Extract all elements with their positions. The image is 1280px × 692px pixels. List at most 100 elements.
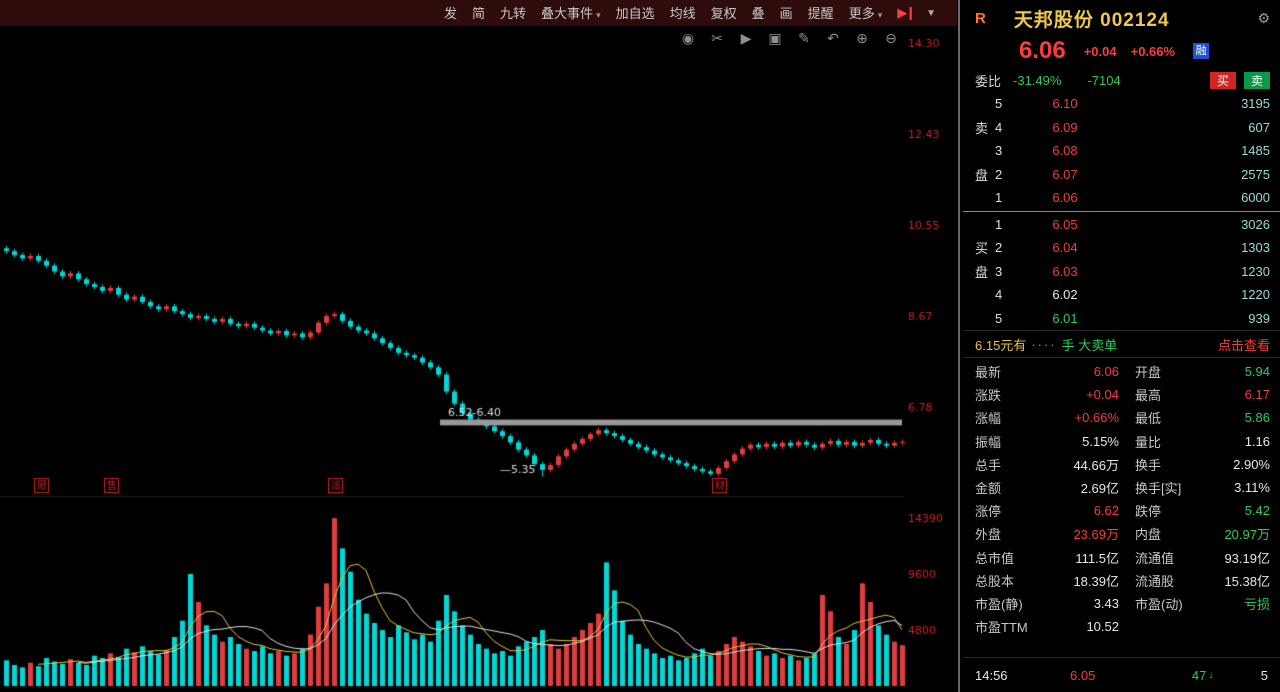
orderbook-price: 6.06 [1052,190,1078,206]
undo-icon[interactable]: ↶ [827,30,839,46]
tick-direction-icon: ↓ [1208,669,1214,681]
stat-value: 3.11% [1234,480,1270,496]
stat-value: 5.42 [1244,503,1270,519]
kline-chart[interactable] [0,26,960,692]
orderbook-side-label: 卖 [975,120,989,136]
toolbar-menu-item[interactable]: 叠 [751,6,765,21]
orderbook-volume: 1303 [1241,240,1270,256]
toolbar-menu-item[interactable]: 复权 [710,6,737,21]
orderbook-row[interactable]: 盘 2 6.07 2575 [963,163,1280,187]
orderbook-side-label: 盘 [975,167,989,183]
orderbook-price: 6.01 [1052,310,1078,326]
stat-value: 111.5亿 [1075,550,1119,566]
orderbook-price: 6.10 [1052,96,1078,112]
toolbar-menu-item[interactable]: 简 [472,6,486,21]
toolbar-menu-item[interactable]: 叠大事件 ▾ [541,6,601,21]
stat-label: 涨跌 [975,388,1002,404]
stat-value: 10.52 [1086,619,1119,635]
buy-button[interactable]: 买 [1210,71,1236,89]
orderbook-side-label: 买 [975,241,989,257]
stock-title: 天邦股份 002124 [1013,9,1170,31]
stat-value: 23.69万 [1073,527,1119,543]
stat-value: +0.66% [1074,410,1119,426]
stat-label: 流通股 [1135,573,1175,589]
chart-toolbar: ◉ ✂ ▶ ▣ ✎ ↶ ⊕ ⊖ [0,30,900,47]
playback-forward-icon[interactable]: ▶❙ [897,5,916,20]
orderbook-row[interactable]: 4 6.02 1220 [963,283,1280,307]
eye-icon[interactable]: ◉ [681,30,695,46]
orderbook-row[interactable]: 1 6.06 6000 [963,186,1280,210]
stats-row: 涨幅 +0.66% 最低 5.86 [963,406,1280,429]
stat-label: 最低 [1135,411,1162,427]
toolbar-menu-item[interactable]: 提醒 [807,6,834,21]
panel-header: R 天邦股份 002124 ⚙ [963,0,1280,34]
toolbar-menu-item[interactable]: 发 [444,6,458,21]
scissors-icon[interactable]: ✂ [711,30,723,46]
toolbar-menu-item[interactable]: 均线 [669,6,696,21]
last-tick-price: 6.05 [1070,667,1096,683]
orderbook-level: 2 [995,240,1003,256]
stat-label: 市盈(静) [975,596,1023,612]
toolbar-dropdown-icon[interactable]: ▼ [926,7,937,19]
orderbook-level: 5 [995,96,1003,112]
orderbook-level: 4 [995,287,1003,303]
stat-value: 6.06 [1093,364,1119,380]
stat-label: 总手 [975,457,1002,473]
stat-label: 跌停 [1135,504,1162,520]
zoom-out-icon[interactable]: ⊖ [885,30,897,46]
caret-down-icon: ▾ [596,10,601,20]
stat-label: 量比 [1135,434,1162,450]
stat-label: 金额 [975,481,1002,497]
last-tick-time: 14:56 [975,667,1008,683]
orderbook-row[interactable]: 5 6.10 3195 [963,92,1280,116]
big-order-ticker: 6.15元有 ···· 手 大卖单 点击查看 [963,330,1280,358]
stat-label: 涨停 [975,504,1002,520]
toolbar-menu-item[interactable]: 加自选 [615,6,655,21]
gear-icon[interactable]: ⚙ [1257,9,1270,26]
orderbook-level: 1 [995,190,1003,206]
orderbook-volume: 1220 [1241,287,1270,303]
orderbook-volume: 939 [1248,310,1270,326]
orderbook-row[interactable]: 盘 3 6.03 1230 [963,260,1280,284]
zoom-in-icon[interactable]: ⊕ [856,30,868,46]
stat-value: 15.38亿 [1224,573,1270,589]
orderbook-price: 6.05 [1052,216,1078,232]
margin-flag: R [975,9,986,27]
orderbook-row[interactable]: 买 2 6.04 1303 [963,236,1280,260]
orderbook-midline [963,210,1280,212]
play-icon[interactable]: ▶ [740,30,752,46]
weibi-row: 委比 -31.49% -7104 买 卖 [963,68,1280,92]
stat-value: 6.17 [1244,387,1270,403]
stats-row: 总股本 18.39亿 流通股 15.38亿 [963,569,1280,592]
stat-value: 6.62 [1093,503,1119,519]
draw-icon[interactable]: ✎ [798,30,810,46]
screenshot-icon[interactable]: ▣ [768,30,782,46]
weibi-value: -31.49% [1013,72,1062,88]
orderbook-volume: 1485 [1241,143,1270,159]
ticker-view-link[interactable]: 点击查看 [1217,337,1270,353]
stat-value: 1.16 [1244,433,1270,449]
toolbar-menu-item[interactable]: 画 [779,6,793,21]
orderbook-level: 3 [995,263,1003,279]
price-row: 6.06 +0.04 +0.66% 融 [963,34,1280,68]
orderbook-price: 6.02 [1052,287,1078,303]
toolbar-menu-item[interactable]: 更多 ▾ [848,6,883,21]
stat-label: 振幅 [975,434,1002,450]
stats-row: 市盈TTM 10.52 [963,615,1280,638]
stat-label: 总市值 [975,550,1015,566]
stat-value: 5.15% [1082,433,1119,449]
stat-label: 换手 [1135,457,1162,473]
orderbook-row[interactable]: 5 6.01 939 [963,307,1280,331]
stats-row: 市盈(静) 3.43 市盈(动) 亏损 [963,592,1280,615]
orderbook-row[interactable]: 卖 4 6.09 607 [963,116,1280,140]
orderbook-price: 6.07 [1052,166,1078,182]
stats-row: 总手 44.66万 换手 2.90% [963,453,1280,476]
sell-button[interactable]: 卖 [1244,71,1270,89]
stat-label: 最新 [975,365,1002,381]
toolbar-menu-item[interactable]: 九转 [500,6,527,21]
ticker-order-text: 手 大卖单 [1061,337,1118,353]
orderbook-row[interactable]: 1 6.05 3026 [963,213,1280,237]
orderbook-row[interactable]: 3 6.08 1485 [963,139,1280,163]
orderbook-level: 3 [995,143,1003,159]
